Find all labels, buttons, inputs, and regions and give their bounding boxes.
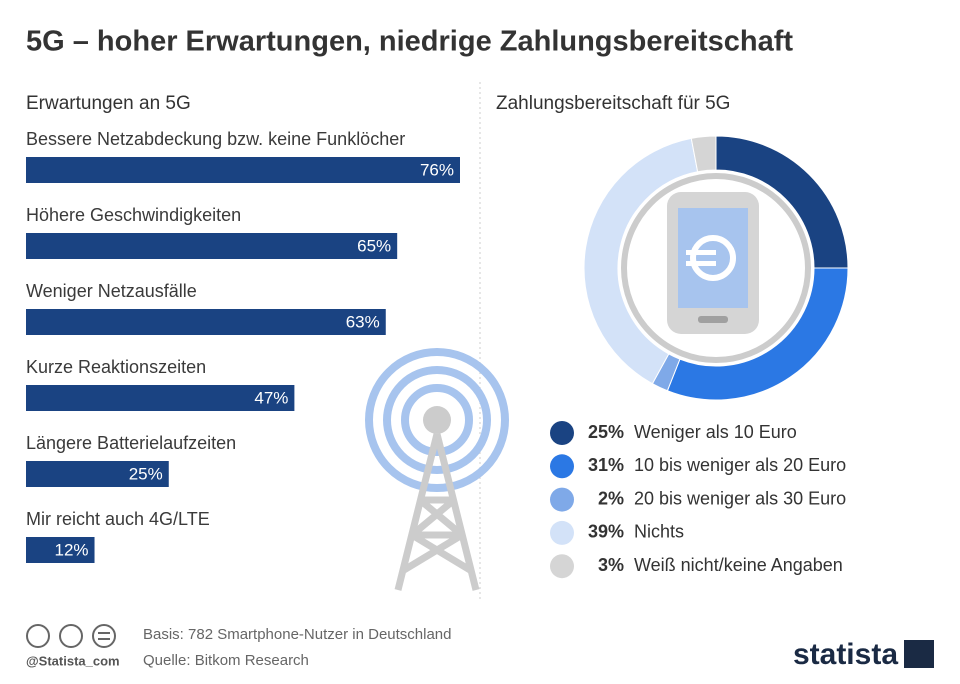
legend-value: 3%	[598, 555, 624, 575]
antenna-icon	[365, 348, 509, 591]
value-label: 25%	[129, 464, 163, 483]
legend-label: 20 bis weniger als 30 Euro	[634, 488, 846, 508]
category-label: Kurze Reaktionszeiten	[26, 357, 206, 377]
legend-label: Weniger als 10 Euro	[634, 422, 797, 442]
value-label: 65%	[357, 236, 391, 255]
legend-label: Nichts	[634, 522, 684, 542]
bar	[26, 233, 398, 259]
value-label: 76%	[420, 160, 454, 179]
legend-value: 31%	[588, 455, 624, 475]
brand-mark	[904, 640, 934, 668]
legend-value: 2%	[598, 488, 624, 508]
category-label: Bessere Netzabdeckung bzw. keine Funklöc…	[26, 129, 405, 149]
bar	[26, 537, 95, 563]
category-label: Längere Batterielaufzeiten	[26, 433, 236, 453]
legend-label: 10 bis weniger als 20 Euro	[634, 455, 846, 475]
legend-swatch	[550, 454, 574, 479]
legend-label: Weiß nicht/keine Angaben	[634, 555, 843, 575]
license-icons	[26, 624, 116, 648]
category-label: Mir reicht auch 4G/LTE	[26, 509, 210, 529]
chart-title: Zahlungsbereitschaft für 5G	[496, 93, 730, 114]
donut-segment	[690, 135, 717, 173]
category-label: Höhere Geschwindigkeiten	[26, 205, 241, 225]
legend-swatch	[550, 487, 574, 512]
category-label: Weniger Netzausfälle	[26, 281, 197, 301]
bar	[26, 309, 386, 335]
phone-icon	[621, 173, 811, 363]
legend-swatch	[550, 421, 574, 445]
value-label: 12%	[54, 540, 88, 559]
bar	[26, 157, 460, 183]
legend-swatch	[550, 520, 574, 545]
handle: @Statista_com	[26, 653, 120, 668]
brand-logo[interactable]: statista	[793, 638, 898, 671]
chart-title: Erwartungen an 5G	[26, 93, 191, 114]
bar	[26, 461, 169, 487]
basis: Basis: 782 Smartphone-Nutzer in Deutschl…	[143, 626, 452, 643]
legend-swatch	[550, 554, 574, 579]
bar	[26, 385, 295, 411]
source: Quelle: Bitkom Research	[143, 652, 309, 669]
legend-value: 25%	[588, 422, 624, 442]
legend-value: 39%	[588, 522, 624, 542]
title: 5G – hoher Erwartungen, niedrige Zahlung…	[26, 26, 793, 58]
value-label: 63%	[346, 312, 380, 331]
value-label: 47%	[254, 388, 288, 407]
